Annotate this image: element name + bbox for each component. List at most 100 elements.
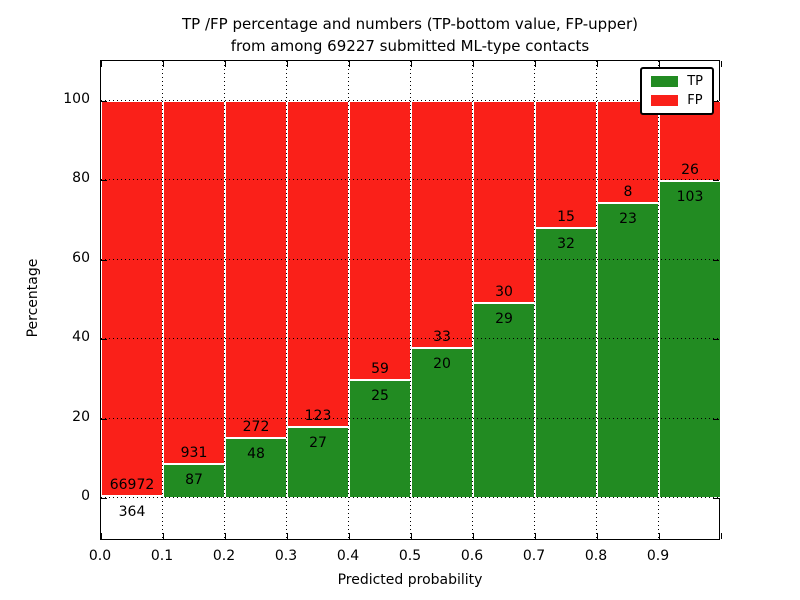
tick-mark (163, 533, 164, 539)
vertical-gridline (472, 61, 473, 539)
x-tick-label: 0.2 (212, 548, 236, 564)
horizontal-gridline (101, 417, 719, 419)
fp-count-label: 931 (180, 445, 208, 462)
tick-mark (713, 101, 719, 102)
tick-mark (225, 61, 226, 67)
fp-count-label: 66972 (109, 476, 155, 493)
fp-count-label: 123 (304, 407, 332, 424)
y-tick-label: 0 (81, 488, 90, 504)
x-tick-label: 0.7 (522, 548, 546, 564)
fp-count-label: 30 (495, 283, 513, 300)
vertical-gridline (348, 61, 349, 539)
x-tick-label: 0.5 (398, 548, 422, 564)
tick-mark (713, 180, 719, 182)
horizontal-gridline (101, 100, 719, 101)
tick-mark (411, 61, 412, 67)
bar-segment-tp (287, 426, 349, 498)
tick-mark (535, 61, 536, 67)
tick-mark (349, 533, 350, 539)
tp-count-label: 29 (495, 310, 513, 327)
bar-segment-tp (473, 302, 535, 498)
tp-count-label: 20 (433, 356, 451, 373)
tp-count-label: 27 (309, 434, 327, 451)
tp-count-label: 32 (557, 235, 575, 252)
y-tick-label: 60 (72, 249, 90, 266)
tick-mark (713, 498, 719, 499)
chart-title-line1: TP /FP percentage and numbers (TP-bottom… (182, 15, 638, 33)
vertical-gridline (224, 61, 225, 539)
tp-count-label: 23 (619, 211, 637, 228)
bar-segment-fp (411, 101, 473, 349)
tick-mark (713, 339, 719, 341)
tick-mark (713, 418, 719, 420)
horizontal-gridline (101, 338, 719, 340)
vertical-gridline (658, 61, 659, 539)
tp-count-label: 48 (247, 446, 265, 463)
vertical-gridline (286, 61, 287, 539)
legend-item-fp: FP (651, 94, 703, 107)
tick-mark (225, 533, 226, 539)
tick-mark (411, 533, 412, 539)
bar-segment-fp (101, 101, 163, 496)
vertical-gridline (596, 61, 597, 539)
y-tick-label: 100 (63, 91, 90, 107)
x-tick-label: 0.9 (646, 548, 670, 564)
horizontal-gridline (101, 497, 719, 498)
y-tick-label: 40 (72, 329, 90, 346)
tick-mark (101, 101, 107, 102)
tick-mark (721, 61, 722, 67)
plot-area: 66972 364 931 87 272 48 123 27 59 25 33 20 30 29 15 32 8… (100, 60, 722, 540)
bar-segment-tp (597, 203, 659, 498)
vertical-gridline (410, 61, 411, 539)
tp-count-label: 364 (118, 503, 146, 520)
x-tick-label: 0.3 (274, 548, 298, 564)
tick-mark (287, 533, 288, 539)
bar-segment-fp (473, 101, 535, 303)
x-tick-label: 0.4 (336, 548, 360, 564)
x-axis-label: Predicted probability (337, 572, 483, 588)
legend-label: FP (687, 93, 703, 108)
chart-title-line2: from among 69227 submitted ML-type conta… (230, 37, 590, 55)
tp-count-label: 103 (676, 189, 704, 205)
bar-segment-tp (535, 227, 597, 498)
tick-mark (713, 259, 719, 261)
y-tick-label: 80 (72, 170, 90, 187)
horizontal-gridline (101, 258, 719, 260)
tp-color-swatch (651, 76, 679, 87)
bar-segment-fp (163, 101, 225, 465)
tick-mark (101, 61, 102, 67)
tick-mark (101, 259, 107, 261)
x-tick-label: 0.8 (584, 548, 608, 564)
tick-mark (101, 533, 102, 539)
bar-segment-tp (411, 348, 473, 498)
y-tick-label: 20 (72, 408, 90, 425)
bar-segment-fp (597, 101, 659, 204)
tick-mark (287, 61, 288, 67)
x-tick-label: 0.1 (150, 548, 174, 564)
x-tick-label: 0.6 (460, 548, 484, 564)
legend-label: TP (687, 74, 703, 89)
fp-count-label: 33 (433, 329, 451, 346)
bar-segment-tp (349, 379, 411, 498)
tp-count-label: 25 (371, 387, 389, 404)
x-tick-label: 0.0 (88, 548, 112, 564)
fp-count-label: 26 (681, 162, 699, 178)
fp-color-swatch (651, 95, 679, 106)
tick-mark (101, 180, 107, 182)
bar-segment-fp (225, 101, 287, 439)
bar-segment-fp (287, 101, 349, 427)
vertical-gridline (534, 61, 535, 539)
tick-mark (473, 533, 474, 539)
fp-count-label: 272 (242, 419, 270, 436)
tick-mark (659, 533, 660, 539)
bar-segment-tp (659, 181, 721, 498)
tick-mark (721, 533, 722, 539)
tick-mark (101, 418, 107, 420)
legend: TP FP (640, 67, 714, 115)
vertical-gridline (162, 61, 163, 539)
fp-count-label: 8 (623, 184, 633, 201)
legend-item-tp: TP (651, 75, 703, 88)
tick-mark (349, 61, 350, 67)
fp-count-label: 59 (371, 360, 389, 377)
